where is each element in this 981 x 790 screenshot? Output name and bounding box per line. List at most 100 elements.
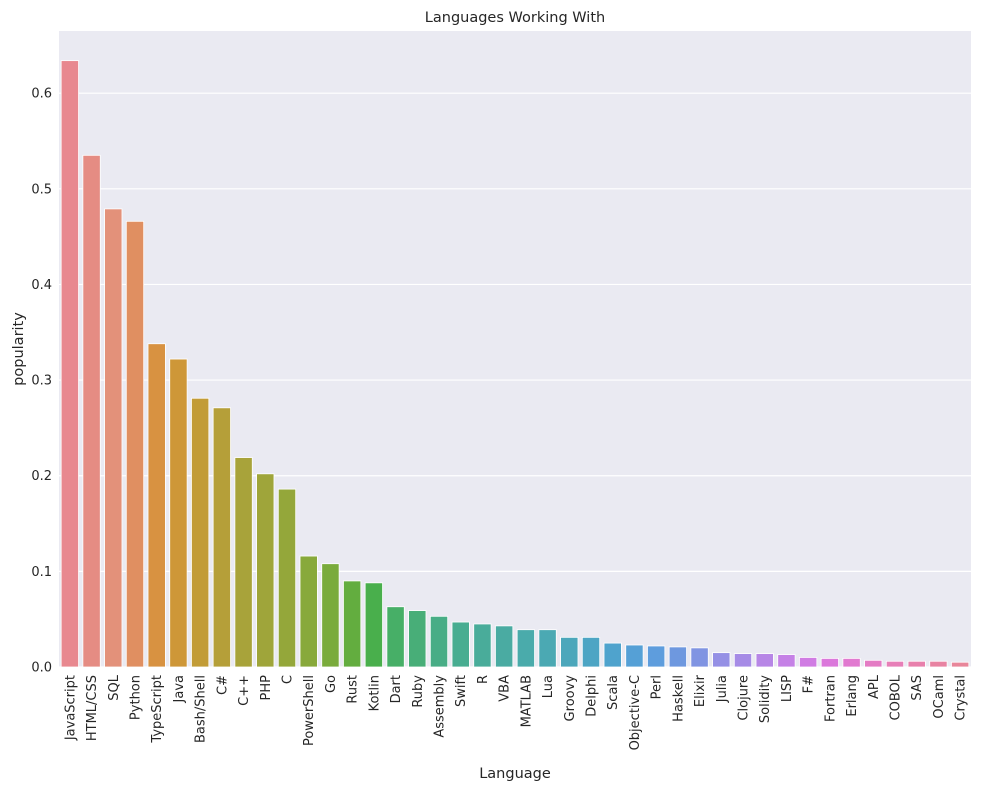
x-tick-label: SAS [910,675,925,701]
x-tick-label: OCaml [932,675,947,719]
y-tick-label: 0.6 [31,87,52,102]
x-tick-label: PHP [259,675,274,701]
x-tick-label: Scala [606,675,621,710]
x-tick-label: Python [129,675,144,720]
bar [712,652,731,668]
x-tick-label: C [281,675,296,684]
x-axis-label: Language [479,766,551,782]
bar [625,644,644,668]
bar [256,473,275,668]
x-tick-label: Swift [454,675,469,707]
bar [299,555,318,668]
x-tick-label: PowerShell [302,675,317,746]
bar [343,580,362,668]
x-tick-label: Solidity [758,675,773,723]
plot-background [59,31,971,667]
x-tick-label: Erlang [845,675,860,717]
bar [212,407,231,668]
x-tick-label: COBOL [889,674,904,720]
bar [516,629,535,668]
x-tick-label: R [476,675,491,684]
x-tick-label: Perl [650,675,665,699]
x-tick-label: Dart [389,675,404,703]
bar [951,661,970,668]
bar [885,660,905,668]
x-tick-label: Fortran [823,675,838,722]
bar [560,636,579,668]
bar [429,615,449,668]
bar [538,629,557,668]
x-tick-label: SQL [107,674,122,700]
x-tick-label: Elixir [693,674,708,707]
bar [581,636,601,668]
bar [647,645,666,668]
x-tick-label: Go [324,675,339,693]
bar [364,582,383,668]
x-tick-label: C++ [237,675,252,706]
x-tick-label: Groovy [563,675,578,722]
bar [603,642,622,668]
bar [104,208,123,668]
y-tick-label: 0.0 [31,661,52,676]
bar [495,625,514,668]
x-tick-label: Haskell [671,675,686,722]
x-tick-labels: JavaScript HTML/CSS SQL Python TypeScript Jav… [63,674,968,750]
x-tick-label: Crystal [954,675,969,721]
bar [755,653,774,668]
bar [733,653,753,668]
x-tick-label: Assembly [433,675,448,738]
bar [60,60,79,668]
bar [191,397,210,668]
x-tick-label: TypeScript [150,675,165,744]
bar [147,343,166,668]
x-tick-label: Java [172,675,187,703]
bar [864,659,883,668]
bar [321,563,340,668]
y-tick-label: 0.4 [31,278,52,293]
bar [169,358,188,668]
x-tick-label: Objective-C [628,675,643,750]
x-tick-label: Rust [346,675,361,704]
x-tick-label: Clojure [737,675,752,721]
x-tick-label: APL [867,674,882,699]
x-tick-label: JavaScript [63,675,78,741]
x-tick-label: F# [802,675,817,693]
bar [820,657,839,668]
x-tick-label: MATLAB [519,675,534,727]
x-tick-label: LISP [780,675,795,702]
bar [82,154,101,668]
gridlines [59,92,971,668]
y-axis-label: popularity [11,312,27,386]
bar [929,660,948,668]
x-tick-label: Delphi [585,675,600,717]
chart-title: Languages Working With [425,10,605,26]
bar [234,457,253,668]
x-tick-label: VBA [498,675,513,702]
bar [277,488,297,668]
x-tick-label: Ruby [411,675,426,708]
x-tick-label: Kotlin [367,675,382,711]
bar [473,623,492,668]
x-tick-label: Julia [715,675,730,703]
x-tick-label: C# [215,675,230,695]
x-tick-label: Lua [541,675,556,698]
bars [60,60,970,668]
bar [777,654,796,668]
bar [842,657,861,668]
y-tick-label: 0.1 [31,565,52,580]
y-tick-label: 0.5 [31,182,52,197]
y-tick-label: 0.3 [31,374,52,389]
bar [799,657,818,668]
x-tick-label: HTML/CSS [85,675,100,741]
bar [386,606,405,668]
bar [907,660,926,668]
bar [125,220,145,668]
y-tick-label: 0.2 [31,469,52,484]
x-tick-label: Bash/Shell [194,675,209,743]
bar [690,647,709,668]
bar [668,646,687,668]
y-tick-labels: 0.0 0.1 0.2 0.3 0.4 0.5 0.6 [31,87,52,676]
bar [451,621,470,668]
bar [408,610,427,668]
